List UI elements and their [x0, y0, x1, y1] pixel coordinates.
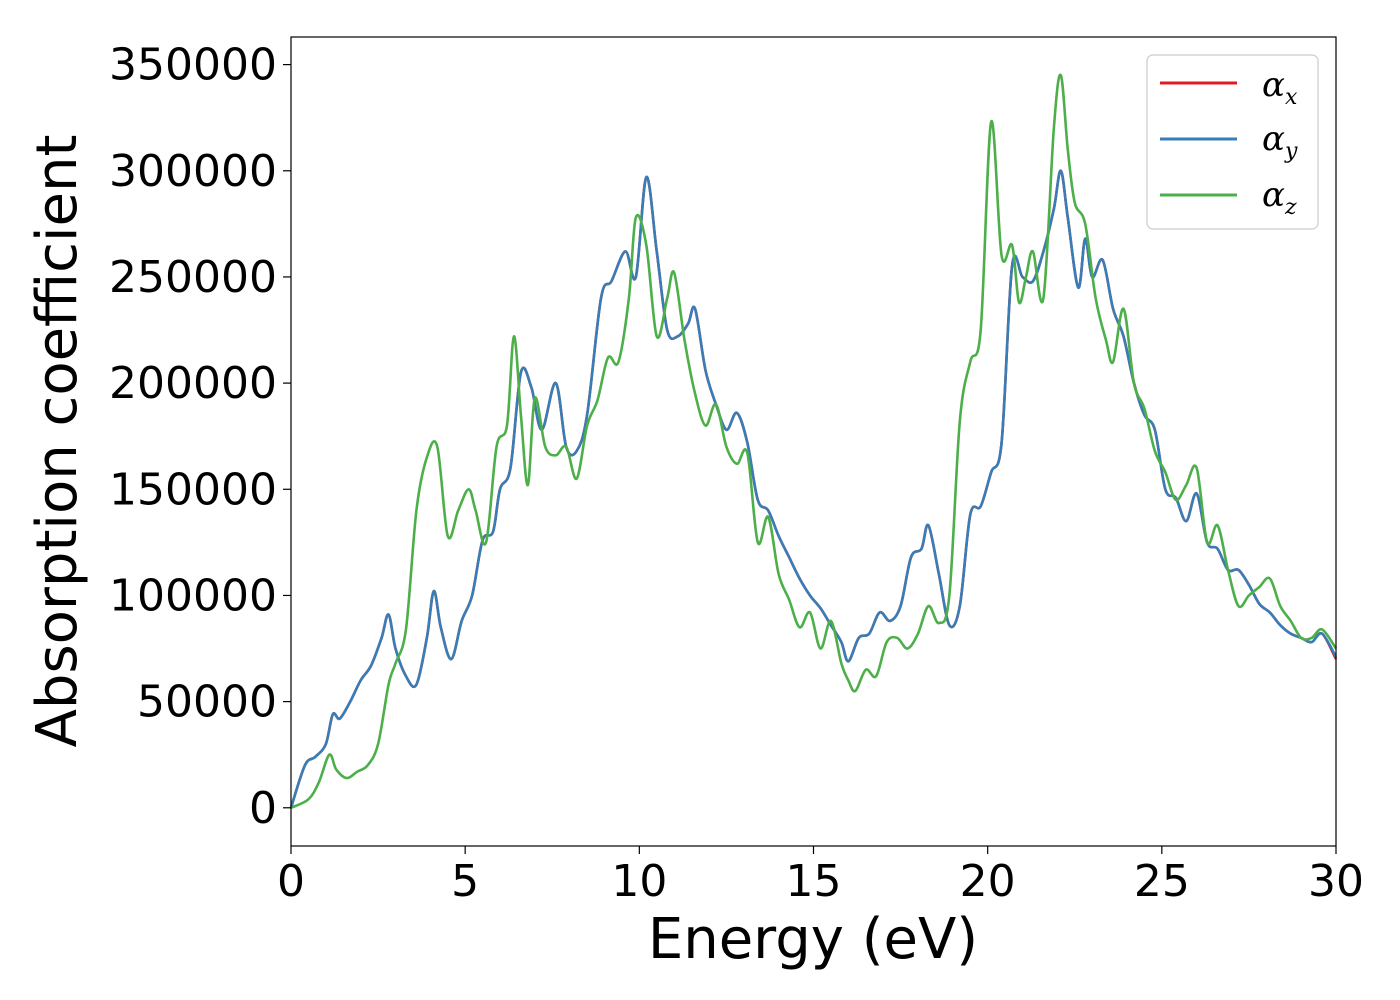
x-tick-label: 0: [277, 856, 305, 907]
y-tick-label: 300000: [109, 146, 277, 197]
legend-item-alpha-y: αy: [1160, 119, 1298, 164]
x-tick-label: 15: [786, 856, 842, 907]
legend: αx αy αz: [1146, 54, 1319, 230]
x-axis-title: Energy (eV): [648, 907, 978, 972]
series-line-alpha-y: [289, 169, 1338, 809]
legend-label-alpha-z: αz: [1262, 175, 1297, 220]
x-tick-label: 25: [1134, 856, 1190, 907]
y-axis-ticks: 0 50000 100000 150000 200000 250000 300000 3500…: [109, 40, 291, 834]
x-tick-label: 10: [611, 856, 667, 907]
y-tick-label: 50000: [137, 677, 277, 728]
y-tick-label: 100000: [109, 570, 277, 621]
y-tick-label: 0: [249, 783, 277, 834]
legend-box: [1146, 54, 1319, 230]
y-tick-label: 250000: [109, 252, 277, 303]
legend-label-alpha-y: αy: [1262, 119, 1298, 164]
y-tick-label: 200000: [109, 358, 277, 409]
y-axis-title: Absorption coefficient: [25, 135, 90, 748]
plot-frame: [290, 36, 1337, 847]
x-tick-label: 20: [960, 856, 1016, 907]
legend-item-alpha-z: αz: [1160, 175, 1297, 220]
x-axis-ticks: 0 5 10 15 20 25 30: [277, 846, 1364, 907]
x-tick-label: 5: [451, 856, 479, 907]
legend-item-alpha-x: αx: [1160, 65, 1298, 110]
y-tick-label: 150000: [109, 464, 277, 515]
series-line-alpha-z: [290, 73, 1338, 809]
y-tick-label: 350000: [109, 40, 277, 91]
legend-label-alpha-x: αx: [1262, 65, 1298, 110]
x-tick-label: 30: [1308, 856, 1364, 907]
series-layer: [289, 73, 1338, 809]
